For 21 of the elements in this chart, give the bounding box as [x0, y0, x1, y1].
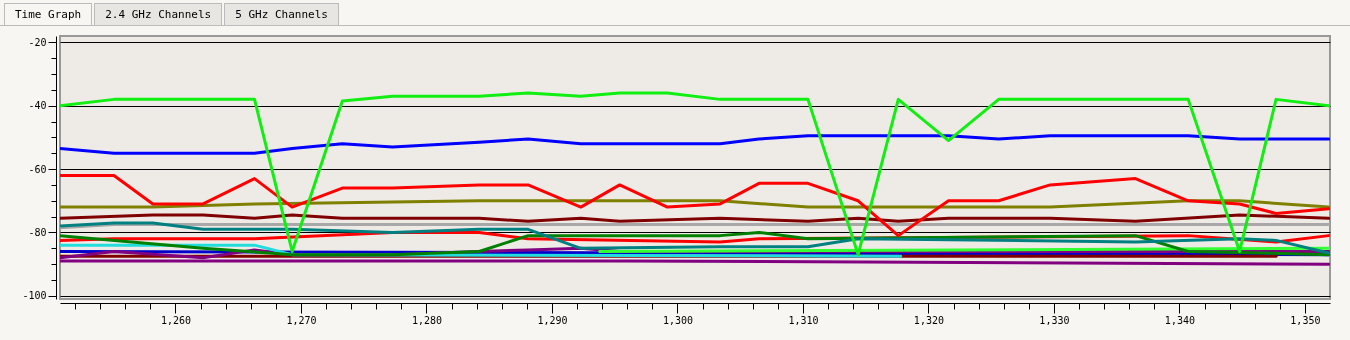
x-tick-label: 1,320	[913, 314, 944, 326]
y-tick-label: -100	[22, 290, 47, 302]
x-tick-label: 1,340	[1164, 314, 1195, 326]
x-tick-label: 1,350	[1290, 314, 1321, 326]
x-tick-label: 1,300	[662, 314, 693, 326]
x-tick-label: 1,280	[411, 314, 442, 326]
x-tick-label: 1,330	[1039, 314, 1070, 326]
y-tick-label: -20	[28, 36, 47, 48]
line-series	[60, 134, 1330, 155]
line-series	[60, 173, 1330, 238]
x-tick-label: 1,260	[160, 314, 192, 326]
text: Time Graph	[4, 3, 93, 25]
text: 2.4 GHz Channels	[94, 3, 223, 25]
y-tick-label: -80	[28, 226, 47, 238]
x-tick-label: 1,290	[537, 314, 568, 326]
text: 5 GHz Channels	[224, 3, 339, 25]
y-tick-label: -60	[28, 163, 47, 175]
line-series	[60, 221, 1330, 255]
y-tick-label: -40	[28, 100, 47, 112]
x-tick-label: 1,270	[286, 314, 317, 326]
x-tick-label: 1,310	[788, 314, 819, 326]
